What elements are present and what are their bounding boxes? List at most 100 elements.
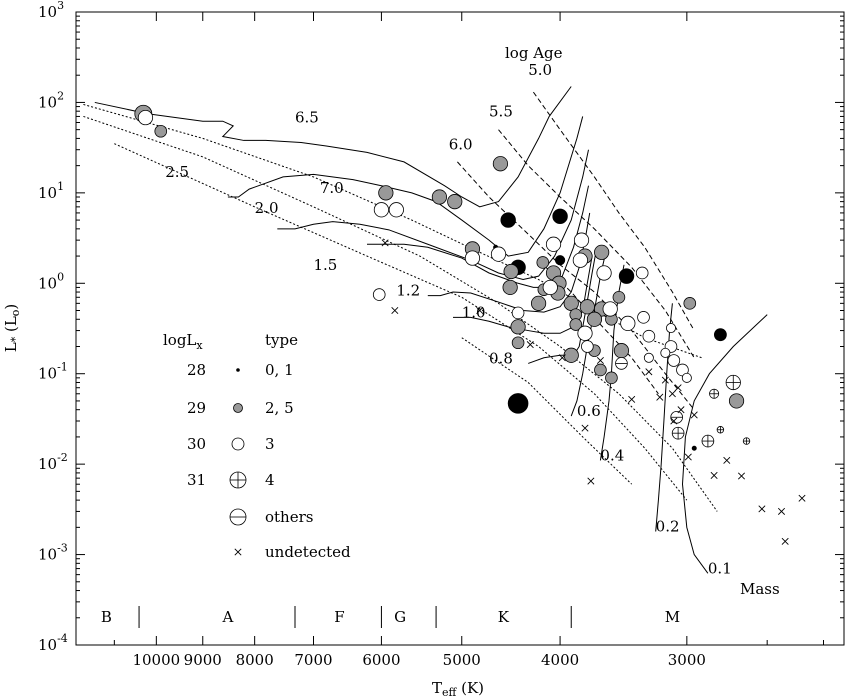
- gray-point: [530, 295, 547, 311]
- undetected-point: [758, 505, 766, 513]
- mass-axis-label: Mass: [740, 580, 780, 598]
- black-point: [691, 445, 697, 451]
- open-point: [464, 250, 481, 266]
- bar-circle-point: [615, 357, 628, 370]
- legend-symbol: [234, 548, 242, 556]
- legend-type-label: 3: [265, 435, 275, 453]
- zero-age-line: [461, 337, 633, 485]
- open-point: [602, 301, 618, 317]
- open-point: [373, 202, 390, 218]
- open-point: [667, 354, 681, 367]
- open-point: [660, 347, 671, 358]
- gray-point: [586, 311, 603, 327]
- legend-type-label: 2, 5: [265, 399, 294, 417]
- undetected-point: [677, 406, 685, 414]
- x-axis-title: Teff (K): [432, 679, 484, 699]
- gray-point: [502, 279, 518, 296]
- undetected-point: [690, 411, 698, 419]
- isochrone-label: 6.5: [295, 108, 319, 126]
- cross-circle-point: [709, 388, 720, 399]
- bar-circle-point: [670, 410, 683, 424]
- legend-lx-value: 29: [187, 399, 206, 417]
- open-point: [665, 323, 676, 334]
- undetected-point: [661, 376, 669, 384]
- cross-circle-point: [701, 434, 715, 448]
- cross-circle-point: [671, 426, 685, 440]
- legend-type-label: 4: [265, 471, 275, 489]
- open-point: [137, 109, 154, 126]
- gray-point: [431, 189, 448, 205]
- open-point: [637, 311, 650, 324]
- y-tick-label: 10-2: [38, 451, 68, 473]
- x-tick-label: 7000: [294, 651, 332, 669]
- mass-track-label: 1.2: [396, 282, 420, 300]
- legend-type-label: undetected: [265, 543, 351, 561]
- undetected-point: [526, 341, 534, 349]
- cross-circle-point: [725, 374, 741, 391]
- mass-track-label: 0.6: [577, 402, 601, 420]
- legend-symbol: [236, 368, 240, 372]
- open-point: [642, 329, 656, 343]
- gray-point: [503, 263, 519, 280]
- gray-point: [447, 194, 463, 210]
- spectral-type-label: F: [334, 608, 344, 626]
- model-tracks-layer: [83, 86, 768, 574]
- open-point: [372, 288, 386, 301]
- undetected-point: [645, 368, 653, 376]
- y-tick-label: 10-4: [38, 632, 68, 654]
- y-tick-label: 10-1: [38, 361, 68, 383]
- y-tick-label: 103: [38, 0, 64, 21]
- undetected-point: [710, 471, 718, 479]
- mass-track-label: 2.0: [255, 199, 279, 217]
- evolutionary-track: [367, 185, 589, 288]
- isochrone-label: 7.0: [320, 179, 344, 197]
- undetected-point: [476, 306, 484, 315]
- gray-point: [492, 156, 509, 172]
- gray-point: [569, 318, 583, 331]
- axes-layer: 10000 9000 8000 7000 6000 5000 4000 3000 10-4 10-…: [38, 0, 844, 669]
- black-point: [507, 393, 529, 414]
- mass-track-label: 0.1: [708, 559, 732, 577]
- legend-header-lx: logLx: [163, 331, 203, 352]
- undetected-point: [596, 356, 604, 365]
- spectral-type-label: K: [498, 608, 510, 626]
- isochrone-label: 5.5: [489, 102, 513, 120]
- gray-point: [154, 124, 168, 138]
- legend-lx-value: 28: [187, 361, 206, 379]
- legend: logLx type 28 0, 1 29 2, 5 30 3 31 4 others undetec…: [163, 331, 351, 561]
- gray-point: [605, 371, 618, 385]
- isochrone: [457, 161, 695, 411]
- y-tick-label: 10-3: [38, 542, 68, 564]
- gray-point: [510, 319, 526, 335]
- undetected-point: [581, 424, 589, 432]
- undetected-point: [684, 453, 692, 461]
- y-tick-label: 102: [38, 89, 64, 111]
- open-point: [581, 340, 594, 353]
- spectral-type-label: B: [101, 608, 112, 626]
- open-point: [643, 352, 654, 363]
- legend-type-label: 0, 1: [265, 361, 294, 379]
- data-points-layer: [134, 104, 806, 545]
- gray-point: [579, 299, 595, 315]
- mass-track-label: 0.4: [600, 446, 624, 464]
- mass-track-label: 0.8: [489, 349, 513, 367]
- cross-circle-point: [716, 426, 725, 434]
- x-tick-label: 9000: [184, 651, 222, 669]
- zero-age-line: [83, 115, 718, 512]
- isochrone: [532, 91, 695, 331]
- undetected-point: [723, 456, 731, 464]
- undetected-point: [674, 384, 682, 392]
- black-point: [713, 328, 727, 342]
- undetected-point: [587, 477, 595, 485]
- x-tick-label: 8000: [236, 651, 274, 669]
- undetected-point: [656, 393, 664, 401]
- legend-symbol: [229, 471, 247, 489]
- spectral-type-label: A: [222, 608, 234, 626]
- legend-header-type: type: [265, 331, 298, 349]
- legend-symbol: [231, 437, 245, 451]
- undetected-point: [628, 395, 636, 403]
- undetected-point: [798, 494, 806, 502]
- evolutionary-track: [94, 86, 572, 208]
